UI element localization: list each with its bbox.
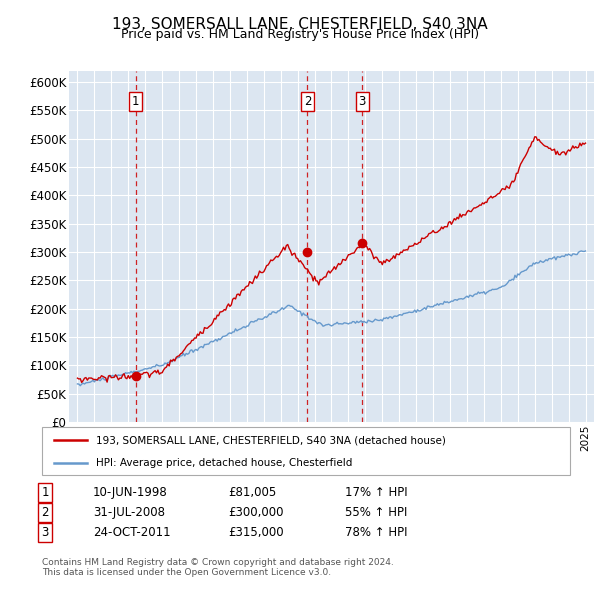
Text: This data is licensed under the Open Government Licence v3.0.: This data is licensed under the Open Gov… — [42, 568, 331, 576]
Text: 3: 3 — [41, 526, 49, 539]
Text: 1: 1 — [41, 486, 49, 499]
Text: 10-JUN-1998: 10-JUN-1998 — [93, 486, 168, 499]
Text: £315,000: £315,000 — [228, 526, 284, 539]
Text: 24-OCT-2011: 24-OCT-2011 — [93, 526, 170, 539]
Text: Contains HM Land Registry data © Crown copyright and database right 2024.: Contains HM Land Registry data © Crown c… — [42, 558, 394, 566]
Text: 3: 3 — [358, 96, 366, 109]
Text: 1: 1 — [132, 96, 139, 109]
Text: £300,000: £300,000 — [228, 506, 284, 519]
Text: 2: 2 — [304, 96, 311, 109]
Text: 78% ↑ HPI: 78% ↑ HPI — [345, 526, 407, 539]
Text: 2: 2 — [41, 506, 49, 519]
Text: 55% ↑ HPI: 55% ↑ HPI — [345, 506, 407, 519]
Text: 193, SOMERSALL LANE, CHESTERFIELD, S40 3NA: 193, SOMERSALL LANE, CHESTERFIELD, S40 3… — [112, 17, 488, 31]
Text: Price paid vs. HM Land Registry's House Price Index (HPI): Price paid vs. HM Land Registry's House … — [121, 28, 479, 41]
Text: 193, SOMERSALL LANE, CHESTERFIELD, S40 3NA (detached house): 193, SOMERSALL LANE, CHESTERFIELD, S40 3… — [96, 435, 446, 445]
Text: 31-JUL-2008: 31-JUL-2008 — [93, 506, 165, 519]
Text: £81,005: £81,005 — [228, 486, 276, 499]
Text: HPI: Average price, detached house, Chesterfield: HPI: Average price, detached house, Ches… — [96, 458, 352, 468]
Text: 17% ↑ HPI: 17% ↑ HPI — [345, 486, 407, 499]
